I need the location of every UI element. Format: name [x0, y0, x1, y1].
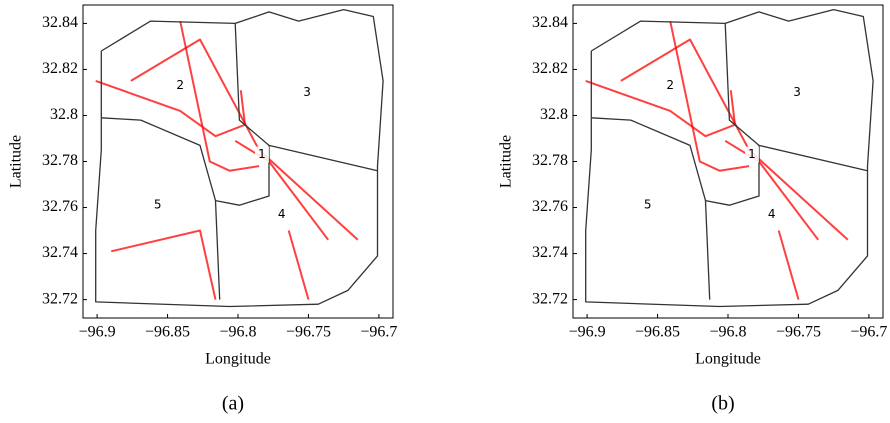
- road-trace: [130, 38, 359, 241]
- region-label: 5: [644, 198, 652, 212]
- y-tick-label: 32.82: [532, 60, 568, 77]
- x-tick-label: −96.85: [145, 324, 190, 341]
- label-bg: [744, 146, 759, 163]
- y-axis-label: Latitude: [8, 135, 25, 188]
- x-tick-label: −96.7: [850, 324, 887, 341]
- x-tick-label: −96.75: [776, 324, 821, 341]
- x-tick-label: −96.75: [286, 324, 331, 341]
- region-boundary: [704, 200, 711, 300]
- region-boundary: [724, 23, 868, 172]
- y-tick-label: 32.8: [50, 106, 78, 123]
- y-tick-label: 32.72: [532, 290, 568, 307]
- region-boundary: [591, 117, 760, 206]
- region-label: 2: [666, 78, 674, 92]
- label-bg: [663, 77, 678, 94]
- plot-frame: [572, 4, 884, 319]
- y-tick-label: 32.84: [42, 14, 78, 31]
- region-label: 4: [768, 207, 776, 221]
- region-boundary: [95, 8, 384, 308]
- label-bg: [150, 197, 165, 214]
- plot-frame: [82, 4, 394, 319]
- y-tick-label: 32.78: [42, 152, 78, 169]
- road-trace: [287, 230, 310, 300]
- y-tick-label: 32.72: [42, 290, 78, 307]
- region-label: 1: [258, 147, 266, 161]
- x-axis-label: Longitude: [695, 351, 761, 368]
- region-boundary: [214, 200, 221, 300]
- caption: (b): [711, 393, 734, 415]
- panel: 1 2 3 4 5 −96.9 −96.85 −96.8 −96.75 −96.7 32.72 32.…: [8, 4, 397, 415]
- road-trace: [179, 20, 260, 172]
- road-trace: [110, 229, 217, 300]
- y-axis-label: Latitude: [498, 135, 515, 188]
- road-trace: [620, 38, 849, 241]
- region-label: 5: [154, 198, 162, 212]
- road-trace: [585, 79, 736, 138]
- region-label: 1: [748, 147, 756, 161]
- label-bg: [764, 206, 779, 223]
- x-tick-label: −96.85: [635, 324, 680, 341]
- y-tick-label: 32.74: [42, 244, 78, 261]
- x-tick-label: −96.8: [219, 324, 256, 341]
- road-trace: [234, 139, 329, 241]
- label-bg: [274, 206, 289, 223]
- label-bg: [640, 197, 655, 214]
- road-trace: [669, 20, 750, 172]
- x-tick-label: −96.9: [79, 324, 116, 341]
- y-tick-label: 32.8: [540, 106, 568, 123]
- y-tick-label: 32.78: [532, 152, 568, 169]
- label-bg: [173, 77, 188, 94]
- region-boundary: [101, 117, 270, 206]
- label-bg: [300, 84, 315, 101]
- caption: (a): [222, 393, 244, 415]
- y-tick-label: 32.76: [42, 198, 78, 215]
- x-tick-label: −96.8: [709, 324, 746, 341]
- region-label: 4: [278, 207, 286, 221]
- y-tick-label: 32.82: [42, 60, 78, 77]
- label-bg: [790, 84, 805, 101]
- region-label: 3: [303, 85, 311, 99]
- region-label: 2: [176, 78, 184, 92]
- y-tick-label: 32.84: [532, 14, 568, 31]
- region-boundary: [234, 23, 378, 172]
- x-tick-label: −96.9: [569, 324, 606, 341]
- panel: 1 2 3 4 5 −96.9 −96.85 −96.8 −96.75 −96.7 32.72 32.…: [498, 4, 887, 415]
- road-trace: [95, 79, 246, 138]
- x-axis-label: Longitude: [205, 351, 271, 368]
- y-tick-label: 32.76: [532, 198, 568, 215]
- region-boundary: [585, 8, 874, 308]
- region-label: 3: [793, 85, 801, 99]
- road-trace: [777, 230, 800, 300]
- road-trace: [724, 139, 819, 241]
- y-tick-label: 32.74: [532, 244, 568, 261]
- x-tick-label: −96.7: [360, 324, 397, 341]
- label-bg: [254, 146, 269, 163]
